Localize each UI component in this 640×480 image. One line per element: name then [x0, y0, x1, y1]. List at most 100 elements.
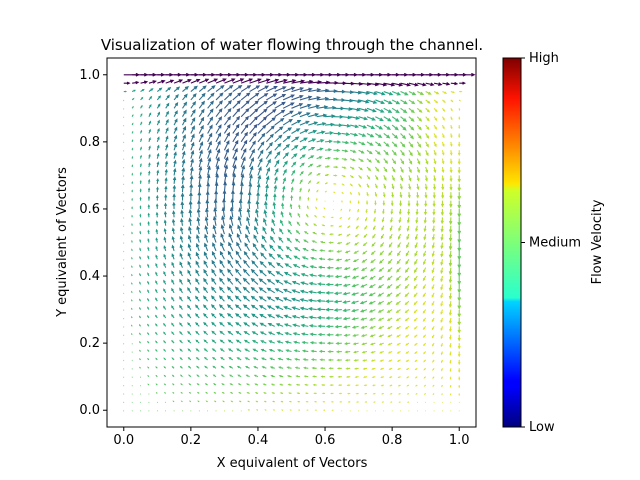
vector-arrow: [408, 107, 415, 114]
vector-arrow: [250, 286, 259, 294]
vector-arrow: [457, 343, 461, 350]
vector-arrow: [321, 383, 326, 387]
vector-arrow: [314, 214, 318, 218]
vector-arrow: [198, 124, 204, 134]
vector-arrow: [139, 358, 141, 361]
vector-arrow: [189, 400, 192, 403]
vector-arrow: [432, 393, 435, 396]
vector-arrow: [449, 334, 452, 341]
vector-arrow: [343, 275, 351, 279]
vector-arrow: [431, 234, 435, 241]
vector-arrow: [423, 384, 427, 387]
vector-arrow: [457, 359, 461, 366]
vector-arrow: [369, 334, 376, 338]
vector-arrow: [180, 217, 184, 226]
vector-arrow: [432, 200, 436, 208]
vector-arrow: [163, 374, 167, 378]
vector-arrow: [219, 348, 225, 352]
vector-arrow: [408, 158, 413, 165]
vector-arrow: [433, 82, 443, 86]
vector-arrow: [308, 104, 321, 109]
vector-arrow: [408, 183, 412, 191]
vector-arrow: [238, 207, 242, 218]
vector-arrow: [364, 392, 368, 395]
vector-arrow: [227, 250, 234, 260]
vector-arrow: [432, 192, 436, 199]
vector-arrow: [190, 85, 198, 92]
vector-arrow: [333, 308, 342, 312]
vector-arrow: [207, 165, 211, 176]
vector-arrow: [207, 124, 213, 134]
vector-arrow: [379, 351, 384, 354]
vector-arrow: [190, 158, 194, 168]
vector-arrow: [188, 208, 193, 218]
vector-arrow: [172, 193, 176, 201]
vector-arrow: [432, 183, 437, 191]
vector-arrow: [450, 108, 453, 112]
vector-arrow: [341, 140, 350, 145]
vector-arrow: [190, 133, 195, 143]
vector-arrow: [223, 156, 229, 168]
vector-arrow: [378, 267, 385, 273]
vector-arrow: [316, 173, 321, 176]
vector-arrow: [237, 215, 242, 226]
vector-arrow: [182, 101, 188, 109]
vector-arrow: [366, 124, 376, 129]
vector-arrow: [276, 340, 284, 344]
vector-arrow: [432, 208, 436, 216]
vector-arrow: [457, 276, 462, 286]
vector-arrow: [212, 356, 217, 361]
vector-arrow: [257, 85, 270, 93]
vector-arrow: [350, 141, 358, 145]
vector-arrow: [163, 357, 167, 361]
vector-arrow: [284, 340, 292, 344]
vector-arrow: [373, 208, 377, 214]
vector-arrow: [258, 278, 267, 285]
vector-arrow: [215, 156, 220, 168]
vector-arrow: [282, 168, 287, 176]
vector-arrow: [260, 243, 267, 252]
vector-arrow: [326, 341, 334, 345]
vector-arrow: [156, 136, 160, 143]
vector-arrow: [243, 259, 251, 269]
vector-arrow: [396, 351, 401, 354]
vector-arrow: [198, 141, 204, 151]
vector-arrow: [179, 339, 183, 344]
vector-arrow: [290, 178, 295, 185]
vector-arrow: [330, 216, 334, 219]
vector-arrow: [431, 242, 435, 249]
vector-arrow: [165, 94, 170, 101]
vector-arrow: [299, 179, 303, 185]
vector-arrow: [359, 309, 368, 313]
vector-arrow: [179, 243, 184, 252]
vector-arrow: [215, 140, 221, 151]
vector-arrow: [266, 287, 276, 294]
vector-arrow: [196, 365, 200, 369]
vector-arrow: [204, 374, 208, 378]
vector-arrow: [404, 300, 410, 306]
vector-arrow: [254, 383, 259, 386]
vector-arrow: [386, 275, 393, 281]
vector-arrow: [293, 255, 301, 260]
vector-arrow: [172, 184, 177, 193]
vector-arrow: [448, 301, 452, 308]
vector-arrow: [319, 240, 326, 244]
vector-arrow: [327, 249, 334, 253]
vector-arrow: [179, 313, 183, 319]
vector-arrow: [351, 325, 359, 329]
vector-arrow: [440, 267, 444, 275]
vector-arrow: [406, 392, 410, 395]
vector-arrow: [327, 350, 334, 354]
vector-arrow: [308, 96, 321, 101]
vector-arrow: [173, 118, 178, 126]
vector-arrow: [155, 305, 158, 310]
vector-arrow: [283, 280, 292, 285]
vector-arrow: [440, 250, 444, 258]
vector-arrow: [220, 224, 225, 235]
vector-arrow: [182, 79, 192, 84]
vector-arrow: [397, 367, 401, 370]
vector-arrow: [391, 175, 395, 182]
vector-arrow: [282, 160, 288, 168]
vector-arrow: [228, 365, 234, 369]
vector-arrow: [230, 400, 234, 403]
